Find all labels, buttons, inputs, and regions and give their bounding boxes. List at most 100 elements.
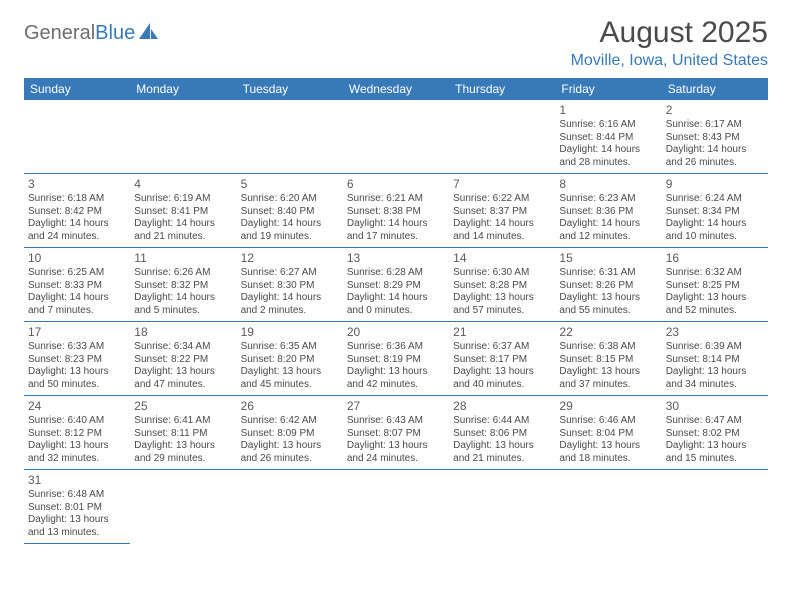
sunrise-text: Sunrise: 6:34 AM <box>134 341 232 354</box>
daylight-text: Daylight: 14 hours and 12 minutes. <box>559 218 657 243</box>
daylight-text: Daylight: 13 hours and 21 minutes. <box>453 440 551 465</box>
sunset-text: Sunset: 8:15 PM <box>559 354 657 367</box>
day-number: 30 <box>666 399 764 414</box>
sunrise-text: Sunrise: 6:33 AM <box>28 341 126 354</box>
day-header: Thursday <box>449 78 555 100</box>
sunrise-text: Sunrise: 6:21 AM <box>347 193 445 206</box>
daylight-text: Daylight: 14 hours and 21 minutes. <box>134 218 232 243</box>
daylight-text: Daylight: 13 hours and 32 minutes. <box>28 440 126 465</box>
header: General Blue August 2025 Moville, Iowa, … <box>24 16 768 70</box>
sunrise-text: Sunrise: 6:28 AM <box>347 267 445 280</box>
daylight-text: Daylight: 14 hours and 0 minutes. <box>347 292 445 317</box>
daylight-text: Daylight: 13 hours and 55 minutes. <box>559 292 657 317</box>
sunrise-text: Sunrise: 6:39 AM <box>666 341 764 354</box>
sunrise-text: Sunrise: 6:31 AM <box>559 267 657 280</box>
sunrise-text: Sunrise: 6:35 AM <box>241 341 339 354</box>
day-cell: 2Sunrise: 6:17 AMSunset: 8:43 PMDaylight… <box>662 100 768 174</box>
daylight-text: Daylight: 13 hours and 15 minutes. <box>666 440 764 465</box>
sunset-text: Sunset: 8:01 PM <box>28 502 126 515</box>
title-block: August 2025 Moville, Iowa, United States <box>571 16 768 70</box>
empty-cell <box>237 100 343 174</box>
sunset-text: Sunset: 8:38 PM <box>347 206 445 219</box>
sunset-text: Sunset: 8:09 PM <box>241 428 339 441</box>
day-number: 29 <box>559 399 657 414</box>
sunrise-text: Sunrise: 6:27 AM <box>241 267 339 280</box>
empty-cell <box>237 470 343 544</box>
day-number: 7 <box>453 177 551 192</box>
daylight-text: Daylight: 13 hours and 37 minutes. <box>559 366 657 391</box>
sunset-text: Sunset: 8:28 PM <box>453 280 551 293</box>
day-header: Sunday <box>24 78 130 100</box>
day-number: 5 <box>241 177 339 192</box>
day-number: 22 <box>559 325 657 340</box>
sunset-text: Sunset: 8:30 PM <box>241 280 339 293</box>
sunrise-text: Sunrise: 6:17 AM <box>666 119 764 132</box>
day-number: 9 <box>666 177 764 192</box>
daylight-text: Daylight: 14 hours and 28 minutes. <box>559 144 657 169</box>
daylight-text: Daylight: 14 hours and 2 minutes. <box>241 292 339 317</box>
sunset-text: Sunset: 8:40 PM <box>241 206 339 219</box>
day-number: 3 <box>28 177 126 192</box>
sunset-text: Sunset: 8:42 PM <box>28 206 126 219</box>
day-number: 8 <box>559 177 657 192</box>
sunrise-text: Sunrise: 6:48 AM <box>28 489 126 502</box>
logo: General Blue <box>24 22 160 45</box>
day-cell: 18Sunrise: 6:34 AMSunset: 8:22 PMDayligh… <box>130 322 236 396</box>
sunrise-text: Sunrise: 6:16 AM <box>559 119 657 132</box>
sail-icon <box>138 22 160 45</box>
empty-cell <box>343 100 449 174</box>
day-number: 26 <box>241 399 339 414</box>
day-number: 17 <box>28 325 126 340</box>
day-cell: 14Sunrise: 6:30 AMSunset: 8:28 PMDayligh… <box>449 248 555 322</box>
sunset-text: Sunset: 8:20 PM <box>241 354 339 367</box>
day-cell: 27Sunrise: 6:43 AMSunset: 8:07 PMDayligh… <box>343 396 449 470</box>
day-number: 1 <box>559 103 657 118</box>
day-cell: 8Sunrise: 6:23 AMSunset: 8:36 PMDaylight… <box>555 174 661 248</box>
sunrise-text: Sunrise: 6:30 AM <box>453 267 551 280</box>
day-number: 16 <box>666 251 764 266</box>
sunrise-text: Sunrise: 6:42 AM <box>241 415 339 428</box>
day-header: Saturday <box>662 78 768 100</box>
day-cell: 25Sunrise: 6:41 AMSunset: 8:11 PMDayligh… <box>130 396 236 470</box>
day-cell: 15Sunrise: 6:31 AMSunset: 8:26 PMDayligh… <box>555 248 661 322</box>
day-cell: 29Sunrise: 6:46 AMSunset: 8:04 PMDayligh… <box>555 396 661 470</box>
empty-cell <box>449 100 555 174</box>
day-cell: 16Sunrise: 6:32 AMSunset: 8:25 PMDayligh… <box>662 248 768 322</box>
empty-cell <box>662 470 768 544</box>
sunset-text: Sunset: 8:06 PM <box>453 428 551 441</box>
sunrise-text: Sunrise: 6:23 AM <box>559 193 657 206</box>
daylight-text: Daylight: 13 hours and 18 minutes. <box>559 440 657 465</box>
day-cell: 1Sunrise: 6:16 AMSunset: 8:44 PMDaylight… <box>555 100 661 174</box>
day-cell: 19Sunrise: 6:35 AMSunset: 8:20 PMDayligh… <box>237 322 343 396</box>
day-cell: 22Sunrise: 6:38 AMSunset: 8:15 PMDayligh… <box>555 322 661 396</box>
daylight-text: Daylight: 13 hours and 42 minutes. <box>347 366 445 391</box>
day-cell: 28Sunrise: 6:44 AMSunset: 8:06 PMDayligh… <box>449 396 555 470</box>
sunset-text: Sunset: 8:26 PM <box>559 280 657 293</box>
sunrise-text: Sunrise: 6:44 AM <box>453 415 551 428</box>
day-number: 19 <box>241 325 339 340</box>
daylight-text: Daylight: 14 hours and 7 minutes. <box>28 292 126 317</box>
empty-cell <box>449 470 555 544</box>
sunset-text: Sunset: 8:11 PM <box>134 428 232 441</box>
daylight-text: Daylight: 13 hours and 34 minutes. <box>666 366 764 391</box>
empty-cell <box>555 470 661 544</box>
daylight-text: Daylight: 13 hours and 26 minutes. <box>241 440 339 465</box>
sunset-text: Sunset: 8:43 PM <box>666 132 764 145</box>
day-number: 14 <box>453 251 551 266</box>
sunrise-text: Sunrise: 6:32 AM <box>666 267 764 280</box>
daylight-text: Daylight: 13 hours and 40 minutes. <box>453 366 551 391</box>
day-cell: 20Sunrise: 6:36 AMSunset: 8:19 PMDayligh… <box>343 322 449 396</box>
empty-cell <box>130 470 236 544</box>
day-cell: 26Sunrise: 6:42 AMSunset: 8:09 PMDayligh… <box>237 396 343 470</box>
day-cell: 10Sunrise: 6:25 AMSunset: 8:33 PMDayligh… <box>24 248 130 322</box>
daylight-text: Daylight: 14 hours and 14 minutes. <box>453 218 551 243</box>
day-cell: 7Sunrise: 6:22 AMSunset: 8:37 PMDaylight… <box>449 174 555 248</box>
day-number: 12 <box>241 251 339 266</box>
day-cell: 31Sunrise: 6:48 AMSunset: 8:01 PMDayligh… <box>24 470 130 544</box>
daylight-text: Daylight: 13 hours and 57 minutes. <box>453 292 551 317</box>
sunrise-text: Sunrise: 6:43 AM <box>347 415 445 428</box>
sunset-text: Sunset: 8:04 PM <box>559 428 657 441</box>
day-number: 11 <box>134 251 232 266</box>
sunrise-text: Sunrise: 6:26 AM <box>134 267 232 280</box>
sunrise-text: Sunrise: 6:38 AM <box>559 341 657 354</box>
